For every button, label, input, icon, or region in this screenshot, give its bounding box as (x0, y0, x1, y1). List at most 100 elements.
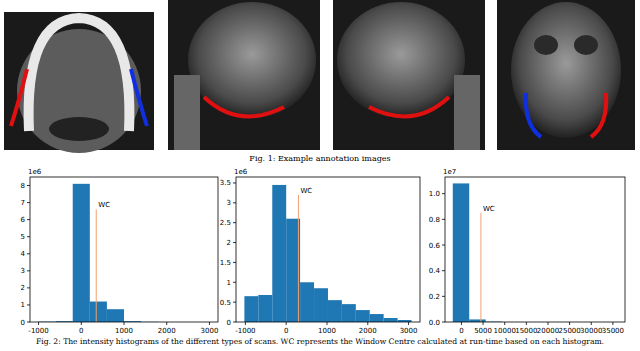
bar (300, 282, 314, 322)
x-tick-label: 0 (459, 327, 463, 335)
y-tick (233, 242, 236, 243)
x-tick (612, 322, 613, 325)
plot-area (244, 185, 411, 322)
x-tick-label: 1000 (318, 327, 336, 335)
histogram: WC-1000010002000300000.511.522.533.51e6 (220, 168, 420, 335)
bar (90, 302, 107, 322)
y-tick (442, 193, 445, 194)
y-tick-label: 0.8 (429, 216, 440, 224)
y-tick (27, 185, 30, 186)
frame (236, 177, 420, 322)
annotation: WC (300, 187, 312, 195)
y-tick (442, 245, 445, 246)
bar (370, 314, 384, 322)
y-tick (442, 322, 445, 323)
x-tick (547, 322, 548, 325)
y-tick-label: 0 (227, 319, 231, 327)
y-tick-label: 0.6 (429, 242, 441, 250)
wc-line (480, 213, 481, 322)
bar (384, 318, 398, 322)
y-tick (27, 202, 30, 203)
frame (30, 177, 218, 322)
caption: Fig. 1: Example annotation images (249, 154, 390, 163)
y-tick-label: 8 (21, 182, 25, 190)
axis-offset-label: 1e6 (28, 168, 42, 176)
x-tick-label: 2000 (158, 327, 176, 335)
caption: Fig. 2: The intensity histograms of the … (36, 337, 604, 346)
y-tick (442, 296, 445, 297)
y-tick-label: 1.0 (429, 190, 440, 198)
y-tick (27, 287, 30, 288)
y-tick (233, 302, 236, 303)
x-tick (124, 322, 125, 325)
x-tick-label: 3000 (201, 327, 219, 335)
y-tick-label: 7 (21, 199, 25, 207)
x-tick (526, 322, 527, 325)
x-tick-label: 3000 (400, 327, 418, 335)
bar (328, 300, 342, 322)
ct-image (333, 0, 485, 150)
figure: Fig. 1: Example annotation images WC -1000… (0, 0, 640, 351)
x-tick (81, 322, 82, 325)
bar (356, 310, 370, 322)
histogram: WC050001000015000200002500030000350000.0… (429, 168, 625, 335)
x-tick (569, 322, 570, 325)
y-tick-label: 0 (21, 319, 25, 327)
axis-offset-label: 1e7 (443, 168, 456, 176)
y-tick-label: 2 (227, 239, 231, 247)
x-tick (38, 322, 39, 325)
plot-area (453, 183, 502, 322)
y-tick-label: 2 (21, 284, 25, 292)
bar (342, 304, 356, 322)
y-tick (233, 182, 236, 183)
x-tick (591, 322, 592, 325)
y-tick-label: 0.5 (220, 299, 231, 307)
y-tick (233, 282, 236, 283)
y-tick (233, 262, 236, 263)
x-tick (483, 322, 484, 325)
y-tick-label: 5 (21, 233, 25, 241)
x-tick-label: 25000 (558, 327, 580, 335)
x-tick-label: -1000 (235, 327, 255, 335)
y-tick (442, 270, 445, 271)
x-tick (209, 322, 210, 325)
bar (73, 184, 90, 322)
x-tick-label: 5000 (474, 327, 492, 335)
y-tick-label: 4 (21, 250, 26, 258)
y-tick-label: 3 (227, 199, 231, 207)
y-tick-label: 3.5 (220, 179, 231, 187)
x-tick (461, 322, 462, 325)
y-tick-label: 1 (21, 301, 25, 309)
y-tick (233, 322, 236, 323)
bar (272, 185, 286, 322)
x-tick-label: 15000 (515, 327, 537, 335)
y-tick-label: 1 (227, 279, 231, 287)
plot-area (39, 184, 159, 322)
wc-line (96, 209, 97, 322)
bar (258, 295, 272, 322)
y-tick (27, 304, 30, 305)
y-tick (27, 270, 30, 271)
y-tick (27, 219, 30, 220)
x-tick (286, 322, 287, 325)
y-tick (442, 219, 445, 220)
annotation: WC (483, 205, 495, 213)
ct-image (168, 0, 320, 150)
x-tick (408, 322, 409, 325)
x-tick-label: 20000 (537, 327, 559, 335)
frame (445, 177, 625, 322)
x-tick-label: 1000 (115, 327, 133, 335)
x-tick-label: -1000 (28, 327, 48, 335)
x-tick (245, 322, 246, 325)
y-tick-label: 2.5 (220, 219, 231, 227)
ct-image (497, 0, 635, 150)
x-tick-label: 0 (284, 327, 288, 335)
y-tick (27, 236, 30, 237)
y-tick-label: 3 (21, 267, 25, 275)
x-tick-label: 0 (79, 327, 83, 335)
x-tick (326, 322, 327, 325)
annotation: WC (98, 201, 110, 209)
bar (314, 288, 328, 322)
histogram: WC-100001000200030000123456781e6 (21, 168, 219, 335)
wc-line (298, 195, 299, 322)
